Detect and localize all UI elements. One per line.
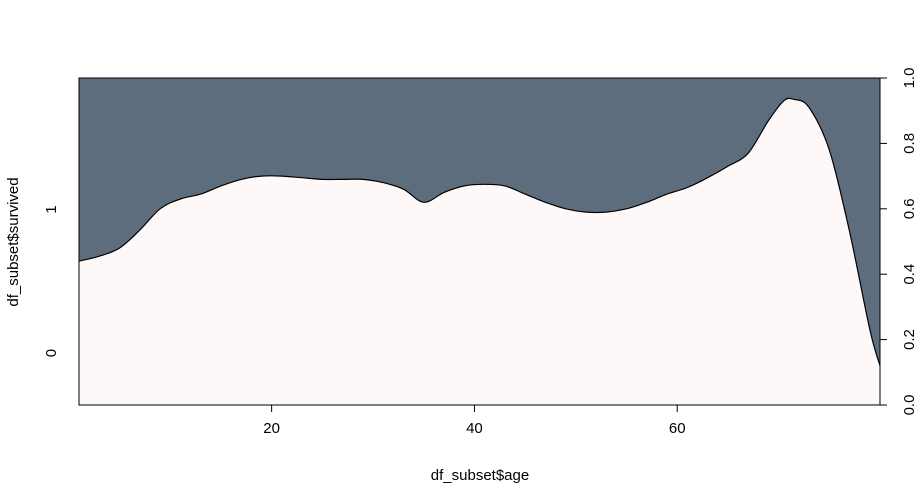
y-right-tick-label: 0.0: [901, 395, 918, 416]
plot-frame: [78, 77, 881, 406]
plot-area: [78, 78, 881, 406]
y-right-tick-label: 1.0: [901, 68, 918, 89]
density-band-survived-0: [79, 98, 880, 406]
y-right-tick-label: 0.6: [901, 198, 918, 219]
y-left-category-label: 1: [43, 205, 60, 213]
y-axis-label: df_subset$survived: [5, 177, 22, 306]
y-left-category-label: 0: [43, 349, 60, 357]
density-boundary-line: [78, 97, 881, 366]
axes: 20 40 60 0.0 0.2 0.4 0.6 0.8 1.0 0 1: [43, 68, 918, 437]
x-tick-label: 40: [466, 420, 483, 437]
y-right-tick-label: 0.2: [901, 329, 918, 350]
y-right-tick-label: 0.8: [901, 133, 918, 154]
x-tick-label: 60: [669, 420, 686, 437]
x-axis-label: df_subset$age: [431, 467, 529, 484]
y-right-tick-label: 0.4: [901, 264, 918, 285]
x-tick-label: 20: [263, 420, 280, 437]
